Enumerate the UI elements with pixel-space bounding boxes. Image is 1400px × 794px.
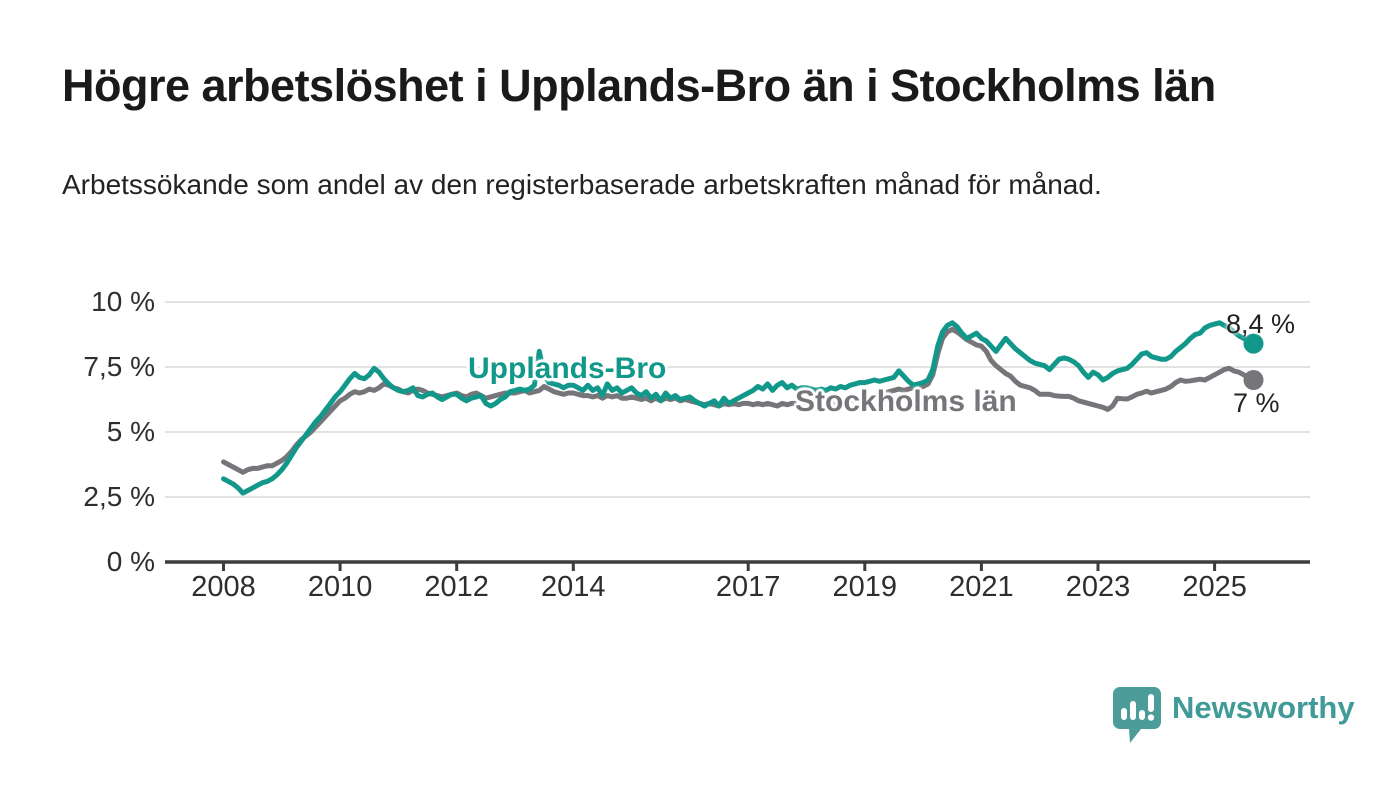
newsworthy-logo-icon: [1113, 687, 1161, 743]
series-label-upplands-bro: Upplands-Bro: [468, 352, 667, 385]
x-tick-label: 2019: [832, 571, 898, 603]
y-tick-label: 7,5 %: [83, 351, 155, 382]
x-tick-label: 2010: [307, 571, 373, 603]
end-dot-stockholms-l-n: [1243, 370, 1264, 390]
y-tick-label: 2,5 %: [83, 481, 155, 512]
brand-name: Newsworthy: [1172, 690, 1355, 725]
end-value-upplands-bro: 8,4 %: [1226, 309, 1296, 339]
newsworthy-logo: Newsworthy: [1112, 686, 1355, 744]
x-tick-label: 2023: [1065, 571, 1131, 603]
x-tick-label: 2012: [424, 571, 489, 603]
series-lines: [221, 320, 1256, 496]
end-dots: [1243, 333, 1264, 390]
y-tick-label: 10 %: [91, 286, 155, 317]
gridlines: [165, 301, 1310, 498]
chart-subtitle: Arbetssökande som andel av den registerb…: [62, 169, 1102, 200]
x-tick-label: 2017: [715, 571, 781, 603]
x-tick-label: 2021: [949, 571, 1014, 603]
x-tick-label: 2014: [541, 571, 606, 603]
y-tick-label: 0 %: [106, 546, 155, 577]
x-axis: [165, 560, 1310, 571]
page-title: Högre arbetslöshet i Upplands-Bro än i S…: [62, 60, 1216, 111]
y-tick-label: 5 %: [106, 416, 155, 447]
series-label-stockholms-lan: Stockholms län: [795, 385, 1017, 418]
x-tick-label: 2025: [1182, 571, 1247, 603]
x-tick-label: 2008: [191, 571, 256, 603]
end-dot-upplands-bro: [1243, 333, 1264, 354]
series-line-upplands-bro: [221, 320, 1256, 496]
end-value-stockholms-lan: 7 %: [1233, 388, 1280, 418]
